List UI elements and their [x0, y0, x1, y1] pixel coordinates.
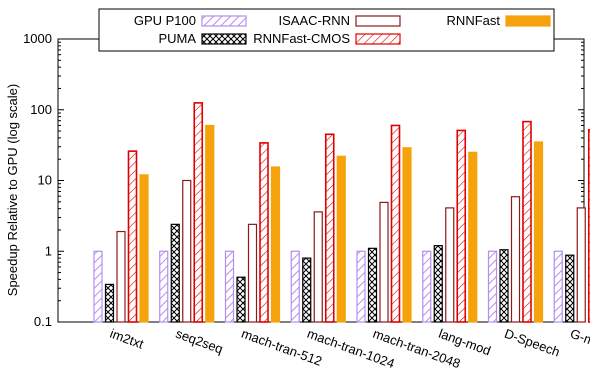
bar — [290, 250, 300, 323]
bar — [324, 133, 335, 323]
bar — [456, 129, 467, 323]
legend-swatch — [201, 33, 247, 45]
x-category-label: im2txt — [108, 326, 146, 352]
bar — [104, 283, 115, 323]
bar — [182, 179, 192, 323]
bar — [576, 207, 586, 323]
bar — [356, 250, 366, 323]
y-tick-label: 1000 — [23, 31, 52, 46]
legend-swatch — [505, 15, 551, 27]
bar-group — [159, 102, 215, 323]
bar — [127, 150, 138, 323]
bar-group — [422, 129, 478, 323]
bar — [302, 257, 312, 323]
legend-items: GPU P100 PUMA ISAAC-RNN RNNFast-CMOS RNNFast — [134, 13, 551, 46]
bar-groups — [93, 102, 590, 323]
bar — [565, 254, 575, 323]
x-category-label: D-Speech — [502, 326, 561, 360]
bar — [379, 201, 389, 323]
bar — [587, 129, 590, 323]
y-axis-title: Speedup Relative to GPU (log scale) — [5, 84, 20, 296]
legend-item: GPU P100 — [134, 13, 247, 28]
bar — [510, 196, 521, 323]
bar — [270, 166, 281, 323]
bar-group — [290, 133, 346, 323]
legend-label: ISAAC-RNN — [278, 13, 350, 28]
bar-group — [93, 150, 149, 323]
bar — [468, 151, 478, 323]
bar — [390, 124, 401, 323]
bar-group — [553, 129, 590, 323]
bar-group — [224, 142, 281, 323]
legend-label: PUMA — [158, 31, 196, 46]
bar — [259, 142, 269, 323]
bar — [159, 250, 169, 323]
y-tick-label: 1 — [45, 243, 52, 258]
bar — [422, 250, 432, 323]
bar — [247, 223, 258, 323]
legend-label: RNNFast-CMOS — [253, 31, 350, 46]
bar — [445, 207, 455, 323]
legend-item: ISAAC-RNN — [278, 13, 401, 28]
bar — [193, 102, 204, 323]
bar — [553, 250, 563, 323]
legend-label: GPU P100 — [134, 13, 196, 28]
x-category-label: G-mean — [568, 326, 590, 356]
x-category-label: seq2seq — [174, 326, 225, 357]
bar — [93, 250, 103, 323]
x-axis-labels: im2txt seq2seq mach-tran-512mach-tran-1024… — [108, 326, 590, 371]
legend-item: RNNFast-CMOS — [253, 31, 401, 46]
legend-box — [98, 8, 555, 52]
bar — [170, 223, 180, 323]
y-tick-label: 0.1 — [34, 314, 52, 329]
bar — [236, 276, 246, 323]
bar — [433, 245, 443, 323]
bar — [499, 249, 509, 323]
bar — [313, 211, 323, 323]
bar-group — [487, 120, 544, 323]
bar — [402, 147, 412, 323]
legend-item: RNNFast — [447, 13, 551, 28]
legend-label: RNNFast — [447, 13, 501, 28]
y-tick-label: 10 — [38, 173, 52, 188]
legend: GPU P100 PUMA ISAAC-RNN RNNFast-CMOS RNNFast — [98, 8, 555, 52]
bar — [205, 124, 215, 323]
bar-group — [356, 124, 412, 323]
legend-swatch — [201, 15, 247, 27]
bar — [522, 120, 532, 323]
legend-swatch — [355, 33, 401, 45]
legend-swatch — [355, 15, 401, 27]
bar — [336, 155, 346, 323]
bar — [139, 174, 149, 323]
y-tick-label: 100 — [30, 102, 52, 117]
legend-item: PUMA — [158, 31, 247, 46]
bar — [224, 250, 235, 323]
bar — [533, 141, 544, 323]
bar — [116, 230, 126, 323]
bar — [367, 247, 378, 323]
bar — [487, 250, 498, 323]
